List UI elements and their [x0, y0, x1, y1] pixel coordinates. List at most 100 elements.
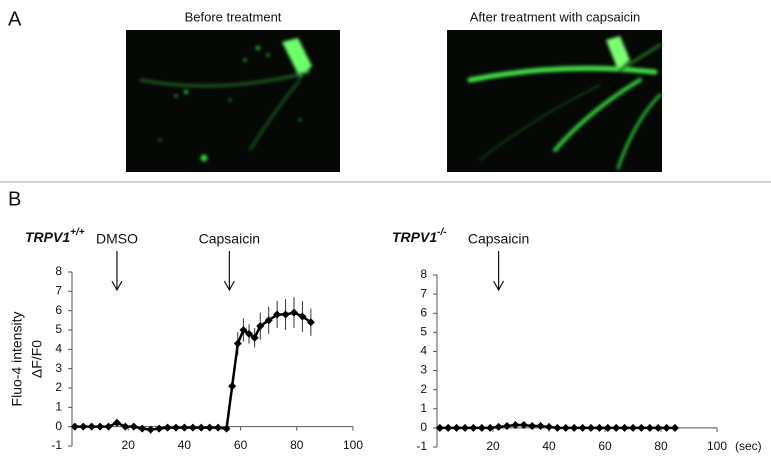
data-point	[578, 423, 587, 432]
title-superscript: -/-	[437, 227, 447, 238]
annotation: Capsaicin	[199, 231, 260, 247]
data-point	[298, 312, 307, 321]
y-tick-label: 7	[55, 284, 62, 298]
image-title: After treatment with capsaicin	[470, 9, 641, 24]
data-point	[121, 422, 130, 431]
title-text: TRPV1	[25, 229, 70, 245]
y-tick-label: 8	[420, 267, 427, 281]
y-tick-label: -1	[416, 439, 427, 453]
y-tick-label: -1	[51, 438, 62, 452]
y-tick-label: 2	[420, 382, 427, 396]
data-point	[452, 423, 461, 432]
x-tick-label: 80	[290, 438, 304, 452]
y-tick-label: 4	[420, 344, 427, 358]
data-point	[171, 423, 180, 432]
data-point	[214, 423, 223, 432]
y-tick-label: 5	[420, 325, 427, 339]
data-point	[620, 423, 629, 432]
x-tick-label: 40	[178, 438, 192, 452]
x-axis-unit: (sec)	[735, 439, 762, 453]
data-point	[595, 423, 604, 432]
data-point	[561, 423, 570, 432]
data-point	[281, 310, 290, 319]
panel-label: B	[8, 188, 21, 210]
y-tick-label: 7	[420, 286, 427, 300]
data-point	[511, 421, 520, 430]
data-point	[645, 423, 654, 432]
data-point	[233, 339, 242, 348]
y-tick-label: 6	[420, 305, 427, 319]
data-point	[444, 423, 453, 432]
data-point	[435, 423, 444, 432]
data-point	[250, 333, 259, 342]
annotation: DMSO	[96, 231, 138, 247]
annotation: Capsaicin	[468, 231, 529, 247]
data-point	[553, 423, 562, 432]
data-point	[519, 421, 528, 430]
data-point	[612, 423, 621, 432]
data-point	[637, 423, 646, 432]
data-point	[205, 423, 214, 432]
data-point	[104, 422, 113, 431]
data-point	[545, 422, 553, 431]
data-point	[222, 424, 231, 433]
x-tick-label: 80	[654, 439, 668, 453]
x-tick-label: 60	[234, 438, 248, 452]
annotation-arrow	[493, 251, 505, 292]
data-point	[654, 423, 663, 432]
y-tick-label: 0	[420, 420, 427, 434]
chart-title: TRPV1-/-	[392, 227, 447, 245]
data-point	[188, 423, 197, 432]
data-point	[469, 423, 478, 432]
data-point	[603, 423, 612, 432]
x-tick-label: 40	[542, 439, 556, 453]
data-point	[477, 423, 486, 432]
y-axis-label: ΔF/F0	[29, 340, 45, 378]
micrograph-after	[447, 30, 662, 172]
data-point	[671, 423, 679, 432]
data-point	[112, 418, 121, 427]
data-point	[629, 423, 637, 432]
data-point	[536, 421, 545, 430]
chart-title: TRPV1+/+	[25, 227, 85, 245]
data-point	[264, 316, 273, 325]
data-point	[662, 423, 671, 432]
data-point	[461, 423, 469, 432]
y-tick-label: 3	[55, 361, 62, 375]
data-point	[245, 329, 254, 338]
y-tick-label: 4	[55, 342, 62, 356]
x-tick-label: 100	[707, 439, 727, 453]
panel-label: A	[8, 8, 22, 30]
data-point	[528, 421, 537, 430]
data-point	[289, 308, 298, 317]
data-point	[486, 423, 495, 432]
title-superscript: +/+	[70, 227, 85, 238]
data-point	[163, 423, 172, 432]
data-point	[87, 422, 96, 431]
y-tick-label: 8	[55, 264, 62, 278]
x-tick-label: 20	[486, 439, 500, 453]
y-tick-label: 6	[55, 303, 62, 317]
y-tick-label: 0	[55, 419, 62, 433]
annotation-arrow	[223, 251, 235, 292]
data-point	[494, 422, 503, 431]
data-point	[180, 423, 189, 432]
x-tick-label: 60	[598, 439, 612, 453]
data-point	[306, 318, 315, 327]
data-point	[587, 423, 595, 432]
micrograph-before	[126, 30, 340, 172]
data-point	[129, 422, 138, 431]
y-tick-label: 2	[55, 380, 62, 394]
data-point	[155, 424, 164, 433]
y-tick-label: 1	[55, 400, 62, 414]
data-line	[74, 311, 312, 431]
data-point	[96, 422, 105, 431]
data-point	[256, 322, 265, 331]
data-point	[138, 424, 147, 433]
y-tick-label: 3	[420, 363, 427, 377]
data-point	[79, 422, 88, 431]
annotation-arrow	[111, 251, 123, 292]
x-tick-label: 100	[343, 438, 363, 452]
data-point	[197, 423, 206, 432]
